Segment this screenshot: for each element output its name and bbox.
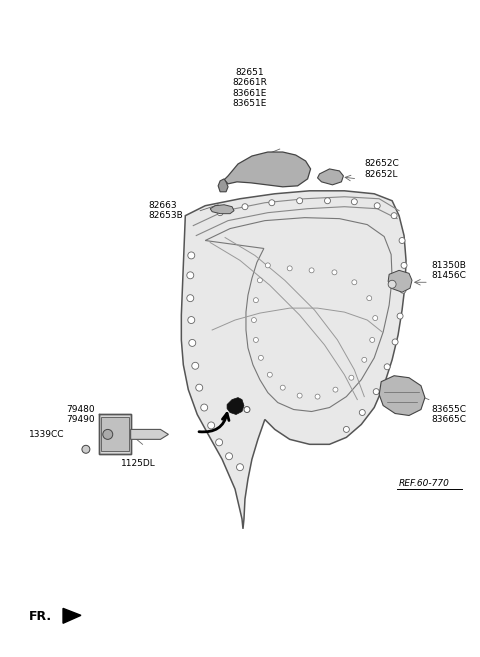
Circle shape xyxy=(188,317,195,323)
Circle shape xyxy=(82,445,90,453)
Text: FR.: FR. xyxy=(29,610,52,623)
Circle shape xyxy=(242,204,248,210)
Circle shape xyxy=(253,298,258,303)
Circle shape xyxy=(287,266,292,271)
Circle shape xyxy=(280,385,285,390)
Circle shape xyxy=(192,362,199,369)
Polygon shape xyxy=(227,397,244,415)
Polygon shape xyxy=(388,270,412,292)
Circle shape xyxy=(258,355,264,360)
Polygon shape xyxy=(181,191,406,529)
Text: 82651
82661R
83661E
83651E: 82651 82661R 83661E 83651E xyxy=(232,68,267,108)
Circle shape xyxy=(196,384,203,391)
Circle shape xyxy=(188,252,195,259)
Circle shape xyxy=(265,263,270,268)
Circle shape xyxy=(269,200,275,206)
Circle shape xyxy=(103,430,113,440)
Text: REF.60-770: REF.60-770 xyxy=(399,479,450,488)
Circle shape xyxy=(370,338,375,342)
Circle shape xyxy=(208,422,215,429)
Circle shape xyxy=(333,387,338,392)
Circle shape xyxy=(360,409,365,415)
Text: 1125DL: 1125DL xyxy=(121,459,156,468)
Polygon shape xyxy=(224,152,311,187)
Polygon shape xyxy=(131,430,168,440)
Circle shape xyxy=(384,364,390,370)
Circle shape xyxy=(349,375,354,380)
Circle shape xyxy=(343,426,349,432)
Text: 79480
79490: 79480 79490 xyxy=(66,405,95,424)
Polygon shape xyxy=(99,415,131,454)
Text: 82663
82653B: 82663 82653B xyxy=(148,201,183,220)
Circle shape xyxy=(388,281,396,288)
Text: 1339CC: 1339CC xyxy=(29,430,65,439)
Text: 81350B
81456C: 81350B 81456C xyxy=(431,261,466,280)
Circle shape xyxy=(397,313,403,319)
Circle shape xyxy=(352,280,357,284)
Circle shape xyxy=(297,198,302,204)
Circle shape xyxy=(226,453,232,460)
Bar xyxy=(101,417,129,451)
Polygon shape xyxy=(63,608,81,623)
Circle shape xyxy=(362,357,367,362)
Circle shape xyxy=(367,296,372,301)
Circle shape xyxy=(399,238,405,244)
Circle shape xyxy=(374,203,380,209)
Polygon shape xyxy=(210,205,234,214)
Circle shape xyxy=(187,272,194,279)
Circle shape xyxy=(237,464,243,470)
Circle shape xyxy=(257,278,263,283)
Text: 83655C
83665C: 83655C 83665C xyxy=(431,405,466,424)
Circle shape xyxy=(400,287,406,293)
Circle shape xyxy=(351,199,357,205)
Circle shape xyxy=(391,213,397,219)
Circle shape xyxy=(217,210,223,215)
Polygon shape xyxy=(379,376,425,415)
Circle shape xyxy=(332,270,337,275)
Circle shape xyxy=(216,439,223,446)
Polygon shape xyxy=(318,169,343,185)
Circle shape xyxy=(252,317,256,323)
Circle shape xyxy=(373,389,379,395)
Text: 82652C
82652L: 82652C 82652L xyxy=(364,159,399,179)
Polygon shape xyxy=(218,179,228,192)
Circle shape xyxy=(392,339,398,345)
Circle shape xyxy=(373,315,378,321)
Circle shape xyxy=(189,340,196,346)
Circle shape xyxy=(401,262,407,268)
Circle shape xyxy=(201,404,208,411)
Circle shape xyxy=(309,268,314,273)
Circle shape xyxy=(187,295,194,302)
Circle shape xyxy=(324,198,330,204)
Circle shape xyxy=(315,394,320,399)
Circle shape xyxy=(244,407,250,413)
Circle shape xyxy=(267,373,272,377)
Circle shape xyxy=(297,393,302,398)
Circle shape xyxy=(253,338,258,342)
